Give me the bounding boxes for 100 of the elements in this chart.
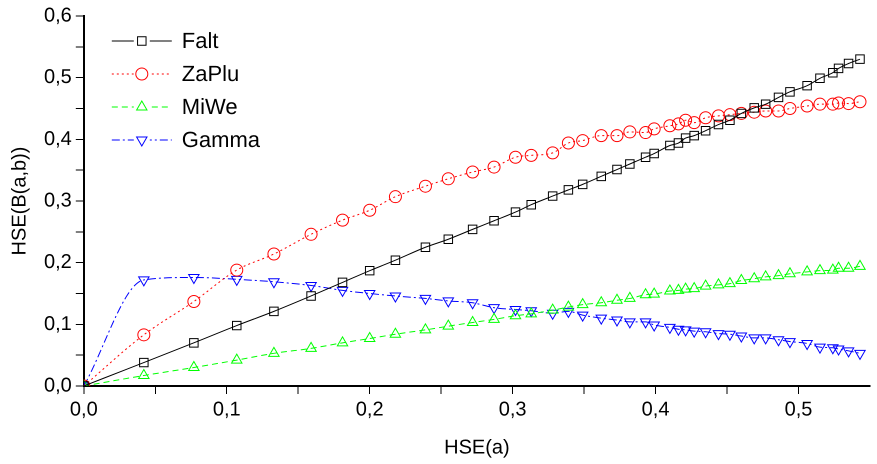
point	[827, 264, 839, 274]
point	[772, 104, 786, 118]
point	[524, 148, 538, 162]
point	[336, 214, 350, 227]
legend-label: ZaPlu	[182, 61, 240, 86]
y-tick-label: 0,2	[44, 251, 72, 274]
point	[489, 216, 499, 226]
point	[772, 269, 784, 280]
y-tick-label: 0,6	[44, 4, 72, 27]
point	[510, 309, 522, 320]
point	[232, 320, 242, 330]
point	[189, 338, 199, 348]
point	[388, 190, 402, 204]
point	[390, 328, 402, 338]
x-axis-title: HSE(a)	[444, 436, 510, 459]
point	[230, 264, 244, 277]
point	[612, 164, 622, 174]
point	[624, 292, 636, 302]
point	[231, 354, 242, 364]
point	[672, 117, 685, 130]
point	[363, 204, 376, 217]
point	[611, 294, 623, 304]
x-tick-label: 0,5	[784, 398, 812, 421]
point	[663, 119, 676, 132]
point	[305, 342, 317, 352]
point	[844, 58, 854, 68]
point	[842, 262, 854, 272]
point	[700, 280, 712, 290]
legend-label: Falt	[182, 28, 218, 54]
point	[853, 95, 866, 108]
point	[364, 332, 376, 342]
point	[748, 106, 761, 119]
x-tick-label: 0,2	[356, 398, 384, 421]
point	[488, 160, 501, 174]
point	[610, 129, 624, 142]
point	[420, 323, 432, 334]
point	[648, 122, 661, 136]
y-tick-label: 0,1	[44, 312, 72, 335]
y-tick-label: 0,5	[44, 66, 72, 88]
point	[699, 111, 712, 124]
point	[689, 130, 699, 140]
point	[548, 191, 558, 201]
point	[466, 316, 478, 326]
point	[700, 126, 710, 136]
point	[832, 96, 846, 110]
point	[418, 180, 432, 193]
point	[842, 97, 856, 110]
point	[759, 104, 772, 118]
point	[680, 282, 692, 293]
point	[576, 134, 590, 148]
point	[187, 295, 200, 308]
point	[828, 68, 838, 78]
y-axis-title: HSE(B(a,b))	[8, 146, 31, 256]
point	[832, 262, 844, 272]
point	[336, 336, 348, 346]
point	[724, 277, 736, 288]
point	[442, 172, 455, 186]
point	[649, 148, 659, 158]
point	[664, 284, 676, 295]
point	[801, 265, 813, 276]
point	[785, 87, 795, 97]
point	[306, 291, 316, 301]
point	[468, 224, 478, 234]
point	[736, 274, 748, 284]
y-tick-label: 0,4	[44, 128, 72, 150]
point	[760, 270, 772, 280]
point	[510, 207, 520, 217]
point	[815, 74, 825, 84]
point	[268, 346, 280, 357]
point	[680, 133, 690, 143]
x-tick-label: 0,1	[212, 398, 241, 421]
point	[137, 328, 150, 342]
x-tick-label: 0,4	[642, 398, 670, 421]
point	[854, 260, 866, 270]
point	[625, 159, 635, 169]
point	[855, 54, 865, 64]
point	[364, 266, 374, 276]
point	[813, 98, 826, 111]
point	[444, 234, 454, 244]
point	[826, 98, 840, 111]
point	[725, 115, 735, 125]
point	[488, 312, 500, 323]
point	[748, 272, 760, 282]
point	[267, 248, 280, 261]
point	[834, 64, 844, 74]
point	[188, 361, 200, 371]
point	[576, 298, 588, 308]
point	[304, 228, 318, 241]
point	[784, 267, 796, 278]
point	[420, 242, 430, 252]
point	[562, 136, 575, 150]
point	[138, 369, 150, 380]
point	[546, 146, 560, 160]
point	[640, 288, 652, 298]
y-tick-label: 0,0	[44, 374, 72, 397]
x-tick-label: 0,0	[70, 398, 98, 421]
point	[774, 92, 784, 102]
point	[640, 152, 650, 162]
point	[596, 296, 607, 306]
legend-label: MiWe	[182, 94, 238, 120]
